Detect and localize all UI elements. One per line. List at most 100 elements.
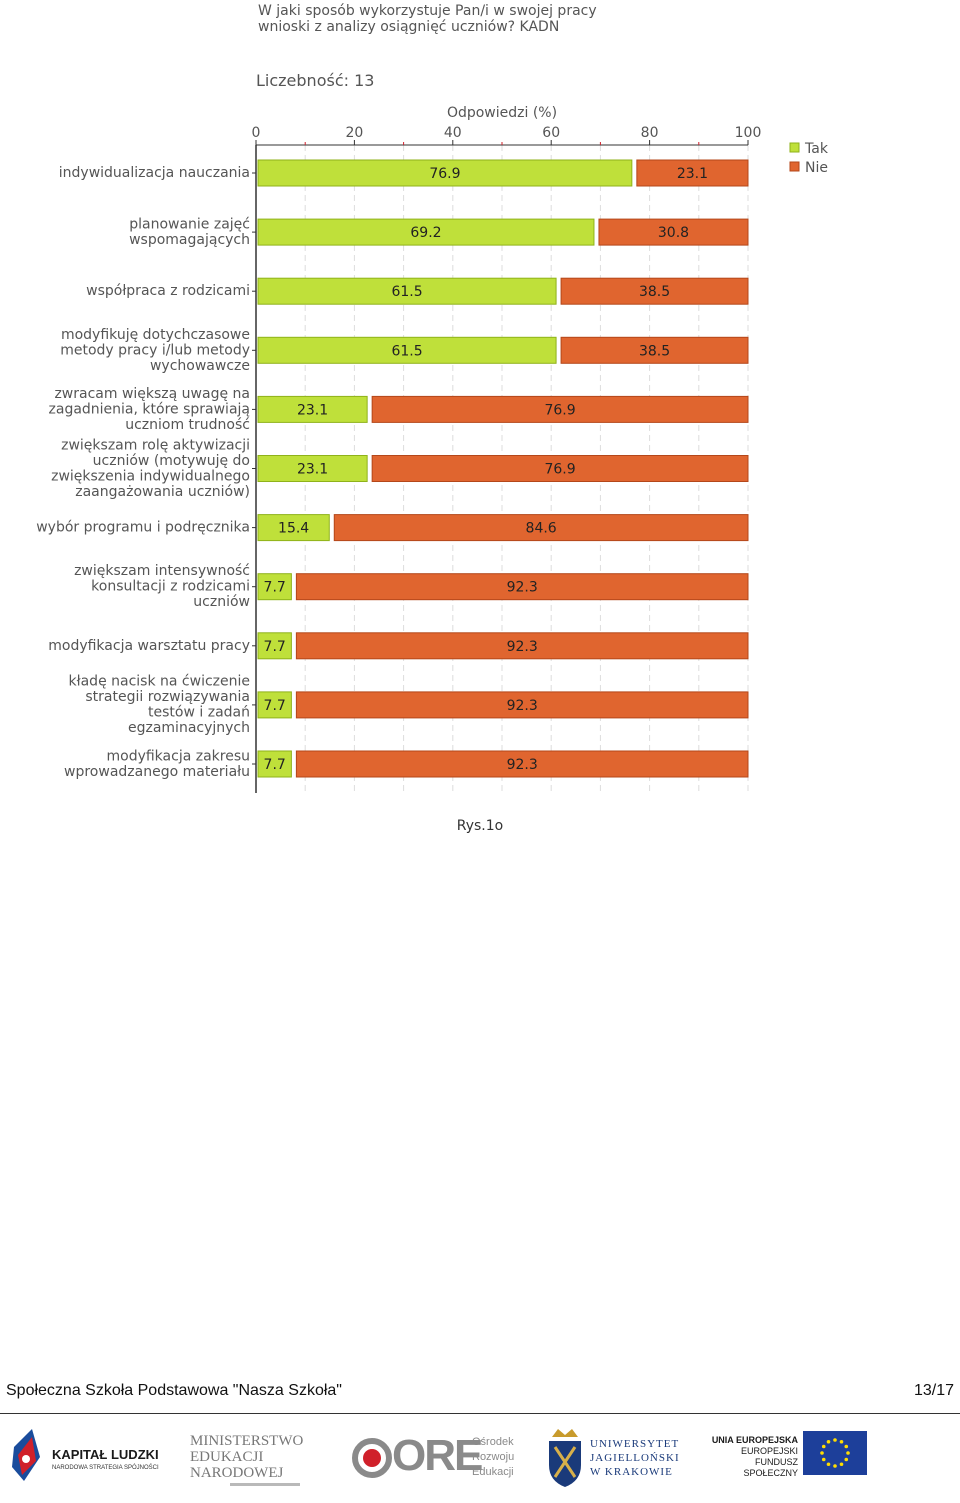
- uj-logo: UNIWERSYTET JAGIELLOŃSKI W KRAKOWIE: [546, 1425, 686, 1491]
- ministerstwo-line3: NARODOWEJ: [190, 1465, 284, 1481]
- bar-value-label: 7.7: [264, 580, 286, 596]
- bar-value-label: 76.9: [544, 462, 575, 478]
- x-tick-label: 80: [641, 125, 659, 141]
- bar-value-label: 38.5: [639, 284, 670, 300]
- eu-star: [826, 1462, 831, 1467]
- bar-nie: [371, 455, 749, 482]
- chart-title-line: wnioski z analizy osiągnięć uczniów? KAD…: [258, 19, 559, 35]
- category-label: zagadnienia, które sprawiają: [49, 401, 250, 417]
- uj-line1: UNIWERSYTET: [590, 1438, 680, 1450]
- legend-swatch-tak: [789, 142, 800, 153]
- eu-star: [844, 1444, 849, 1449]
- legend-label-nie: Nie: [805, 160, 828, 176]
- category-label: uczniów: [193, 594, 250, 610]
- bar-tak: [257, 573, 292, 601]
- eu-star: [833, 1464, 837, 1468]
- footer-divider: [0, 1413, 960, 1414]
- bar-tak: [257, 691, 292, 719]
- bar-value-label: 15.4: [278, 521, 309, 537]
- bar-nie: [598, 218, 749, 246]
- bar-value-label: 84.6: [526, 521, 557, 537]
- uj-line2: JAGIELLOŃSKI: [590, 1452, 680, 1464]
- eu-star: [826, 1439, 831, 1444]
- bar-nie: [295, 750, 749, 778]
- category-label: wspomagających: [129, 232, 250, 248]
- kapital-ludzki-emblem-icon: [12, 1429, 40, 1481]
- uj-crest-icon: [549, 1429, 581, 1487]
- chart-title: W jaki sposób wykorzystuje Pan/i w swoje…: [258, 3, 597, 35]
- figure-caption: Rys.1o: [456, 818, 504, 834]
- legend: Tak Nie: [789, 141, 829, 176]
- bar-value-label: 69.2: [410, 225, 441, 241]
- kapital-ludzki-subtitle: NARODOWA STRATEGIA SPÓJNOŚCI: [52, 1465, 159, 1471]
- chart-title-line: W jaki sposób wykorzystuje Pan/i w swoje…: [258, 3, 597, 19]
- bar-tak: [257, 750, 292, 778]
- category-label: testów i zadań: [148, 705, 250, 721]
- bar-nie: [636, 159, 749, 187]
- category-label: egzaminacyjnych: [128, 720, 250, 736]
- bar-nie: [295, 632, 749, 660]
- uj-line3: W KRAKOWIE: [590, 1466, 673, 1478]
- category-label: wprowadzanego materiału: [64, 764, 250, 780]
- bar-tak: [257, 218, 595, 246]
- kapital-ludzki-logo: KAPITAŁ LUDZKI NARODOWA STRATEGIA SPÓJNO…: [10, 1425, 170, 1491]
- stacked-bar-chart: W jaki sposób wykorzystuje Pan/i w swoje…: [36, 3, 829, 793]
- x-tick-label: 40: [444, 125, 462, 141]
- count-label: Liczebność: 13: [256, 71, 374, 90]
- category-labels: indywidualizacja nauczania planowanie zaj…: [36, 165, 250, 780]
- bar-nie: [560, 277, 749, 305]
- ministerstwo-logo: MINISTERSTWO EDUKACJI NARODOWEJ: [190, 1425, 310, 1491]
- category-label: zwiększam rolę aktywizacji: [61, 437, 250, 453]
- bar-value-label: 23.1: [297, 462, 328, 478]
- bars: 76.9 23.1 69.2 30.8 61.5 38.5 61.5 38.5 23.1 76.9…: [257, 159, 749, 778]
- eu-star: [846, 1451, 850, 1455]
- category-label: uczniów (motywuję do: [93, 453, 250, 469]
- category-label: planowanie zajęć: [129, 216, 250, 232]
- ore-mark: ORE: [392, 1431, 483, 1480]
- kapital-ludzki-title: KAPITAŁ LUDZKI: [52, 1447, 159, 1462]
- category-label: metody pracy i/lub metody: [60, 342, 250, 358]
- category-label: konsultacji z rodzicami: [91, 579, 250, 595]
- ministerstwo-line2: EDUKACJI: [190, 1449, 264, 1465]
- bar-tak: [257, 277, 557, 305]
- ue-logo: UNIA EUROPEJSKA EUROPEJSKI FUNDUSZ SPOŁE…: [706, 1425, 868, 1491]
- eu-star: [821, 1444, 826, 1449]
- x-axis: 0 20 40 60 80 100: [252, 125, 762, 793]
- category-label: wychowawcze: [150, 358, 250, 374]
- bar-nie: [333, 514, 749, 542]
- bar-value-label: 30.8: [658, 225, 689, 241]
- bar-value-label: 7.7: [264, 757, 286, 773]
- eu-star: [844, 1457, 849, 1462]
- eu-star: [820, 1451, 824, 1455]
- bar-tak: [257, 514, 330, 542]
- x-axis-label: Odpowiedzi (%): [447, 105, 557, 121]
- category-label: zwracam większą uwagę na: [54, 386, 250, 402]
- category-label: współpraca z rodzicami: [86, 283, 250, 299]
- category-label: zwiększenia indywidualnego: [51, 468, 250, 484]
- bar-nie: [295, 691, 749, 719]
- bar-value-label: 92.3: [507, 757, 538, 773]
- ore-line2: Rozwoju: [472, 1451, 515, 1463]
- bar-value-label: 76.9: [544, 402, 575, 418]
- category-label: modyfikacja warsztatu pracy: [48, 638, 250, 654]
- bar-tak: [257, 159, 633, 187]
- category-label: zaangażowania uczniów): [75, 484, 250, 500]
- bar-value-label: 76.9: [429, 166, 460, 182]
- eu-star: [833, 1438, 837, 1442]
- bar-tak: [257, 336, 557, 364]
- ore-ring-icon: [352, 1438, 392, 1478]
- eu-flag-icon: [803, 1431, 867, 1475]
- x-tick-label: 60: [542, 125, 560, 141]
- category-label: kładę nacisk na ćwiczenie: [69, 674, 250, 690]
- ue-line2: EUROPEJSKI: [740, 1446, 798, 1456]
- eu-star: [821, 1457, 826, 1462]
- x-tick-label: 100: [735, 125, 762, 141]
- eu-star: [839, 1439, 844, 1444]
- ore-logo: ORE Ośrodek Rozwoju Edukacji: [352, 1425, 522, 1491]
- ue-line3: FUNDUSZ SPOŁECZNY: [743, 1457, 798, 1478]
- ministerstwo-underline: [230, 1483, 300, 1486]
- ore-line1: Ośrodek: [472, 1436, 514, 1448]
- category-label: uczniom trudność: [125, 417, 250, 433]
- bar-value-label: 61.5: [391, 284, 422, 300]
- ue-line1: UNIA EUROPEJSKA: [711, 1435, 798, 1445]
